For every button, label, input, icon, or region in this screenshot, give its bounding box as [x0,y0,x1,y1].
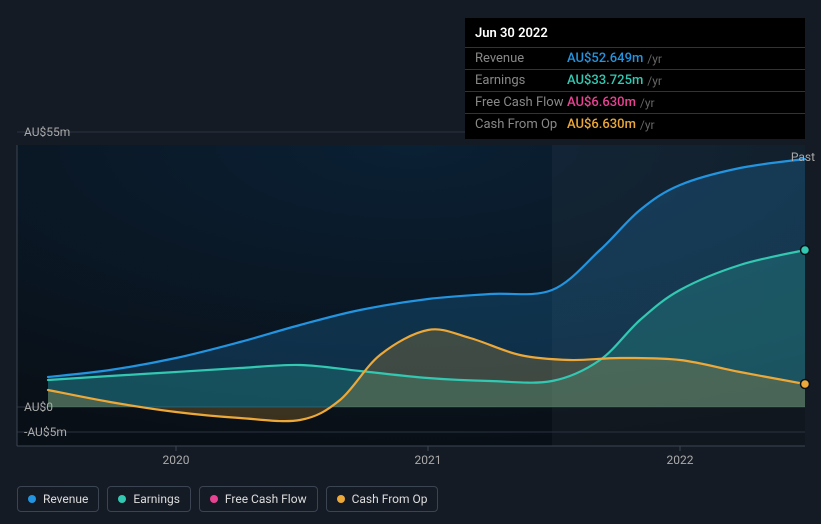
tooltip-row: RevenueAU$52.649m/yr [465,47,805,69]
legend-item[interactable]: Earnings [107,486,191,512]
tooltip-row: Cash From OpAU$6.630m/yr [465,113,805,135]
tooltip-row-unit: /yr [647,74,662,88]
tooltip-row-label: Earnings [475,73,567,88]
legend-item-label: Cash From Op [352,492,428,506]
legend-item[interactable]: Revenue [17,486,99,512]
x-axis-label: 2020 [163,453,190,467]
tooltip-row: Free Cash FlowAU$6.630m/yr [465,91,805,113]
tooltip-row-value: AU$6.630m [567,95,636,110]
y-axis-label: AU$55m [24,125,70,139]
x-axis-label: 2022 [667,453,694,467]
y-axis-label: AU$0 [24,400,53,414]
tooltip-row: EarningsAU$33.725m/yr [465,69,805,91]
legend-dot-icon [210,495,218,503]
legend-dot-icon [337,495,345,503]
tooltip-row-unit: /yr [640,118,655,132]
legend-item-label: Earnings [133,492,180,506]
legend-dot-icon [118,495,126,503]
tooltip-row-value: AU$6.630m [567,117,636,132]
tooltip-row-label: Free Cash Flow [475,95,567,110]
legend-item[interactable]: Free Cash Flow [199,486,318,512]
y-axis-label: -AU$5m [24,425,67,439]
legend-item-label: Revenue [43,492,88,506]
tooltip-row-label: Revenue [475,51,567,66]
tooltip-row-label: Cash From Op [475,117,567,132]
legend-item-label: Free Cash Flow [225,492,307,506]
tooltip-row-unit: /yr [647,52,662,66]
tooltip-row-value: AU$52.649m [567,51,643,66]
tooltip-row-unit: /yr [640,96,655,110]
legend-dot-icon [28,495,36,503]
tooltip-row-value: AU$33.725m [567,73,643,88]
past-label: Past [791,150,815,164]
legend: Revenue Earnings Free Cash Flow Cash From O… [17,486,438,512]
tooltip: Jun 30 2022 RevenueAU$52.649m/yrEarnings… [465,18,805,139]
tooltip-title: Jun 30 2022 [465,22,805,47]
x-axis-label: 2021 [415,453,442,467]
legend-item[interactable]: Cash From Op [326,486,439,512]
